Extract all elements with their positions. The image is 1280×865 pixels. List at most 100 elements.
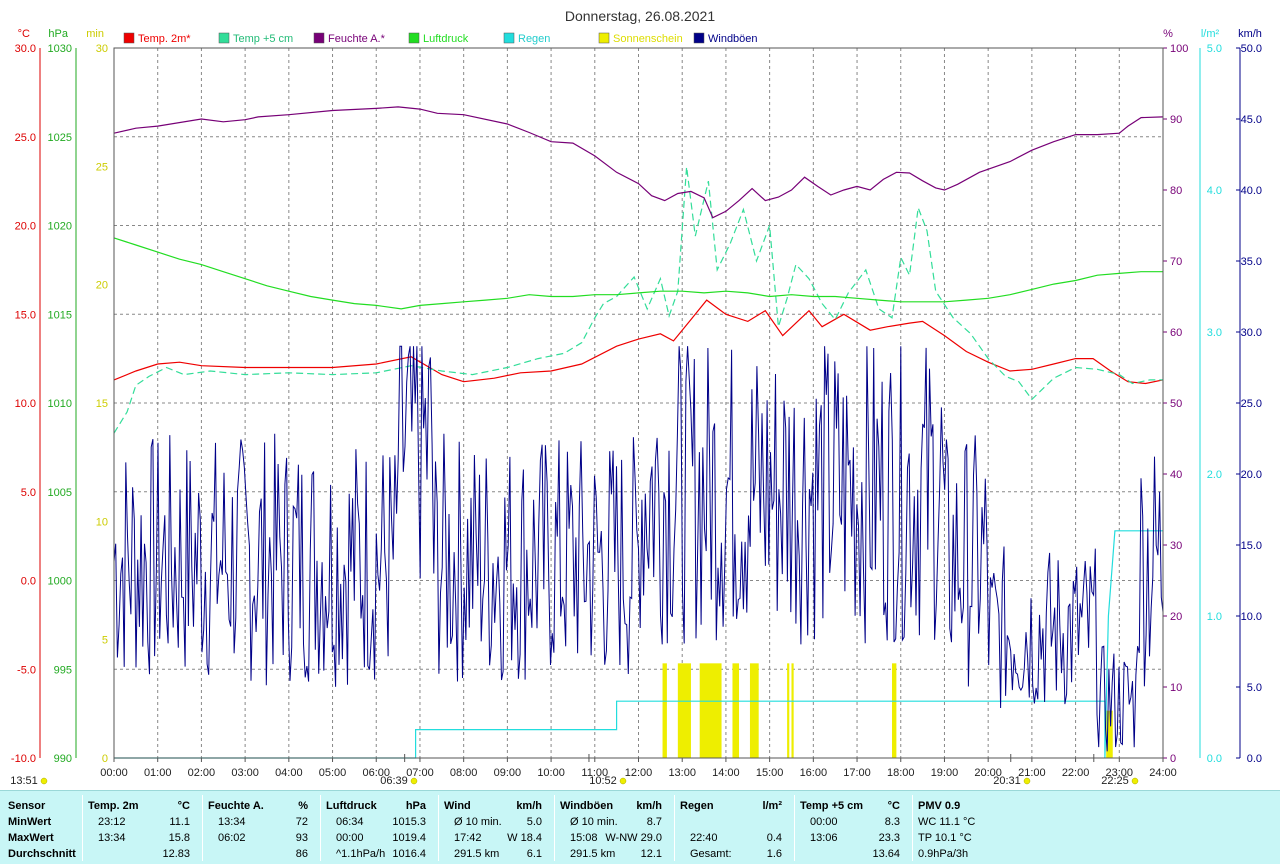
stats-cell-label: 00:00 (336, 832, 364, 844)
sun-axis-tick-label: 5 (102, 635, 108, 647)
sunshine-bar (791, 663, 794, 758)
series-line-rain (114, 530, 1163, 759)
series-line-pressure (113, 237, 1163, 310)
temp-unit: °C (18, 28, 30, 40)
wind-axis-tick-label: 35.0 (1241, 256, 1262, 268)
wind-unit: km/h (1238, 28, 1262, 40)
stats-table: Sensor MinWert MaxWert Durchschnitt Temp. 2m… (0, 790, 1280, 864)
stats-cell-value: 72 (295, 816, 308, 828)
stats-unit: °C (887, 800, 900, 812)
stats-cell-label: 291.5 km (570, 848, 616, 860)
stats-separator (674, 795, 675, 861)
humidity-axis-tick-label: 100 (1170, 43, 1188, 55)
x-tick-label: 06:00 (362, 767, 390, 779)
stats-cell-value: 12.1 (640, 848, 662, 860)
x-tick-label: 16:00 (800, 767, 828, 779)
marker-sunrise: 06:39 (380, 754, 418, 787)
x-tick-label: 08:00 (450, 767, 478, 779)
stats-cell-label: 13:34 (98, 832, 126, 844)
stats-cell-value: 1015.3 (392, 816, 426, 828)
x-tick-label: 09:00 (494, 767, 522, 779)
x-tick-label: 01:00 (144, 767, 172, 779)
stats-cell-label: 17:42 (454, 832, 482, 844)
stats-cell: WC 11.1 °C (918, 816, 976, 828)
marker-time-label: 22:25 (1101, 775, 1129, 787)
stats-cell: MinWert (8, 816, 52, 828)
legend-item-temp2m: Temp. 2m* (123, 32, 191, 45)
sunshine-bar (892, 663, 897, 758)
x-tick-label: 15:00 (756, 767, 784, 779)
x-tick-label: 02:00 (188, 767, 216, 779)
wind-axis-tick-label: 5.0 (1247, 682, 1262, 694)
temp-axis-tick-label: 25.0 (15, 132, 36, 144)
pressure-axis-tick-label: 1030 (48, 43, 72, 55)
sun-axis-tick-label: 15 (96, 398, 108, 410)
stats-cell-label: 23:12 (98, 816, 126, 828)
stats-column: Wind km/h Ø 10 min. 5.0 17:42 W 18.4 291.5 km 6… (444, 791, 552, 865)
stats-cell-value: 86 (295, 848, 308, 860)
temp-axis-tick-label: 30.0 (15, 43, 36, 55)
marker-moon: 22:25 (1093, 754, 1139, 787)
wind-axis-tick-label: 25.0 (1241, 398, 1262, 410)
humidity-unit: % (1163, 28, 1173, 40)
wind-axis-tick-label: 50.0 (1241, 43, 1262, 55)
stats-header: Temp +5 cm (800, 800, 864, 812)
stats-column: Windböen km/h Ø 10 min. 8.7 15:08 W-NW 29.0 29… (560, 791, 672, 865)
pressure-axis-tick-label: 1025 (48, 132, 72, 144)
wind-axis-tick-label: 20.0 (1241, 469, 1262, 481)
stats-header: Regen (680, 800, 714, 812)
stats-cell-label: Ø 10 min. (570, 816, 618, 828)
stats-unit: hPa (405, 800, 426, 812)
legend-item-rain: Regen (503, 32, 550, 45)
stats-column: Luftdruck hPa 06:34 1015.3 00:00 1019.4 ^1.1hP… (326, 791, 436, 865)
stats-column: Feuchte A.% 13:34 72 06:02 93 86 (208, 791, 318, 865)
pressure-axis-tick-label: 990 (54, 753, 72, 765)
stats-header: PMV 0.9 (918, 800, 961, 812)
temp-axis-tick-label: -5.0 (17, 664, 36, 676)
stats-cell-label: 06:02 (218, 832, 246, 844)
stats-separator (320, 795, 321, 861)
stats-cell-label: Gesamt: (690, 848, 732, 860)
sun-axis-tick-label: 30 (96, 43, 108, 55)
stats-cell-label: 13:06 (810, 832, 838, 844)
legend-swatch (218, 32, 230, 44)
marker-sunset: 20:31 (993, 754, 1031, 787)
legend-label: Feuchte A.* (328, 33, 386, 45)
stats-cell-value: 11.1 (169, 816, 190, 828)
pressure-axis-tick-label: 1015 (48, 309, 72, 321)
stats-cell-value: 1.6 (766, 848, 782, 860)
humidity-axis-tick-label: 60 (1170, 327, 1182, 339)
pressure-unit: hPa (48, 28, 68, 40)
stats-cell-value: 6.1 (526, 848, 542, 860)
stats-unit: km/h (516, 800, 542, 812)
x-tick-label: 19:00 (931, 767, 959, 779)
marker-time-label: 20:31 (993, 775, 1021, 787)
sunshine-series (662, 663, 1113, 758)
stats-separator (554, 795, 555, 861)
stats-cell: TP 10.1 °C (918, 832, 972, 844)
humidity-axis-tick-label: 10 (1170, 682, 1182, 694)
wind-axis-tick-label: 15.0 (1241, 540, 1262, 552)
humidity-axis-tick-label: 40 (1170, 469, 1182, 481)
rain-unit: l/m² (1201, 28, 1220, 40)
temp-axis-tick-label: 10.0 (15, 398, 36, 410)
stats-unit: km/h (636, 800, 662, 812)
marker-moon: 13:51 (10, 775, 48, 787)
stats-cell-label: ^1.1hPa/h (336, 848, 386, 860)
humidity-axis-tick-label: 0 (1170, 753, 1176, 765)
sun-axis-tick-label: 0 (102, 753, 108, 765)
stats-separator (82, 795, 83, 861)
x-tick-label: 17:00 (843, 767, 871, 779)
stats-column: Temp +5 cm °C 00:00 8.3 13:06 23.3 13.64 (800, 791, 910, 865)
temp-axis-tick-label: 15.0 (15, 309, 36, 321)
stats-cell-value: 12.83 (162, 848, 190, 860)
sun-marker-icon (619, 777, 627, 785)
plot-frame (113, 47, 1164, 759)
rain-axis-tick-label: 0.0 (1207, 753, 1222, 765)
rain-axis-tick-label: 1.0 (1207, 611, 1222, 623)
stats-cell-label: 22:40 (690, 832, 718, 844)
sun-axis-tick-label: 10 (96, 516, 108, 528)
legend-label: Temp +5 cm (233, 33, 293, 45)
x-tick-label: 00:00 (100, 767, 128, 779)
stats-separator (794, 795, 795, 861)
